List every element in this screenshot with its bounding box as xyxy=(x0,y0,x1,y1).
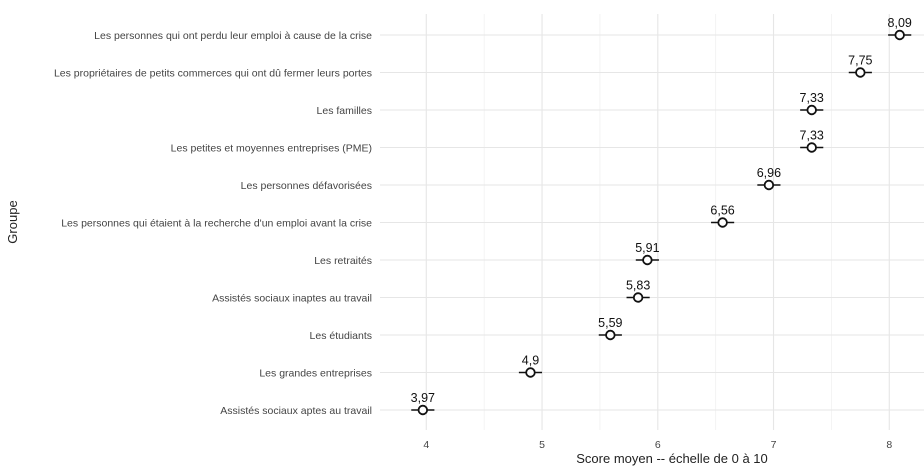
data-point xyxy=(855,67,866,78)
y-tick-label: Les personnes défavorisées xyxy=(241,180,372,192)
x-tick-label: 7 xyxy=(771,439,777,451)
y-tick-label: Assistés sociaux aptes au travail xyxy=(220,405,372,417)
y-axis-title: Groupe xyxy=(5,200,20,243)
data-label: 5,91 xyxy=(635,241,659,255)
y-tick-label: Les familles xyxy=(317,105,372,117)
data-label: 6,96 xyxy=(757,166,781,180)
data-point xyxy=(806,142,817,153)
x-tick-label: 5 xyxy=(539,439,545,451)
data-point xyxy=(806,104,817,116)
y-tick-labels: Les personnes qui ont perdu leur emploi … xyxy=(54,30,372,417)
x-tick-labels: 4 5 6 7 8 xyxy=(423,439,892,451)
data-point xyxy=(632,292,644,303)
data-point xyxy=(894,29,905,41)
x-axis-title: Score moyen -- échelle de 0 à 10 xyxy=(576,451,768,466)
y-tick-label: Les personnes qui ont perdu leur emploi … xyxy=(94,30,372,42)
y-tick-label: Assistés sociaux inaptes au travail xyxy=(212,293,372,305)
data-point xyxy=(642,254,653,266)
y-tick-label: Les propriétaires de petits commerces qu… xyxy=(54,68,372,80)
data-label: 7,33 xyxy=(800,129,824,143)
data-label: 6,56 xyxy=(710,204,734,218)
y-tick-label: Les personnes qui étaient à la recherche… xyxy=(61,218,372,230)
data-point xyxy=(605,329,616,341)
data-point xyxy=(525,367,536,378)
data-point xyxy=(417,404,429,416)
data-label: 7,75 xyxy=(848,54,872,68)
x-tick-label: 4 xyxy=(423,439,429,451)
data-label: 5,59 xyxy=(598,316,622,330)
y-tick-label: Les petites et moyennes entreprises (PME… xyxy=(171,143,372,155)
grid-layer xyxy=(380,14,924,430)
data-point xyxy=(763,179,775,191)
data-label: 5,83 xyxy=(626,279,650,293)
data-label: 3,97 xyxy=(411,391,435,405)
data-label: 7,33 xyxy=(800,91,824,105)
y-tick-label: Les retraités xyxy=(314,255,372,267)
data-point xyxy=(717,217,728,228)
data-marks: 8,09 7,75 7,33 7,33 6,96 6,56 5,91 5,83 5,59 4,9 3… xyxy=(411,16,912,416)
y-tick-label: Les étudiants xyxy=(310,330,372,342)
y-tick-label: Les grandes entreprises xyxy=(259,368,372,380)
data-label: 8,09 xyxy=(888,16,912,30)
x-tick-label: 8 xyxy=(886,439,892,451)
data-label: 4,9 xyxy=(522,354,539,368)
x-tick-label: 6 xyxy=(655,439,661,451)
